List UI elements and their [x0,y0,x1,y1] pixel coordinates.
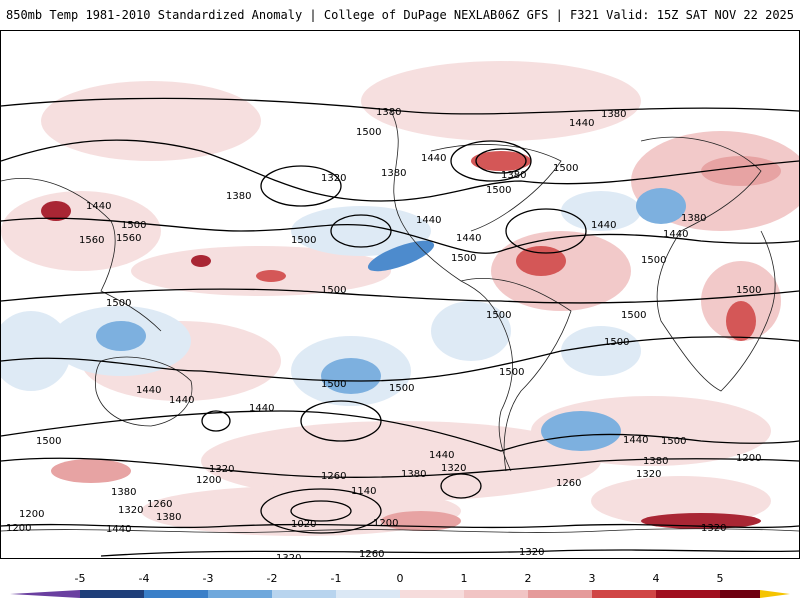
contour-label: 1380 [226,191,251,202]
contour-label: 1200 [196,475,221,486]
anomaly-colorbar: -5 -4 -3 -2 -1 0 1 2 3 4 5 [0,572,800,600]
contour-label: 1440 [86,201,111,212]
contour-label: 1380 [401,469,426,480]
contour-label: 1260 [359,549,384,558]
colorbar-tick-label: 4 [652,572,660,585]
contour-label: 1320 [321,173,346,184]
model-run-info: 06Z GFS | F321 Valid: 15Z SAT NOV 22 202… [497,8,794,22]
contour-label: 1500 [106,298,131,309]
contour-label: 1320 [701,523,726,534]
contour-label: 1440 [169,395,194,406]
contour-label: 1500 [356,127,381,138]
contour-label: 1320 [441,463,466,474]
contour-label: 1500 [486,310,511,321]
colorbar-tick-label: -2 [266,572,278,585]
contour-label: 1200 [736,453,761,464]
contour-label: 1500 [121,220,146,231]
contour-label: 1200 [6,523,31,534]
colorbar-tick-label: 1 [460,572,468,585]
contour-label: 1440 [416,215,441,226]
contour-label: 1200 [373,518,398,529]
contour-label: 1500 [486,185,511,196]
contour-label: 1140 [351,486,376,497]
map-canvas: 1380 1380 1440 1500 1440 1320 1380 1380 … [1,31,799,558]
colorbar-tick-label: 0 [396,572,404,585]
height-contours [1,97,799,557]
colorbar-tick-label: -5 [74,572,86,585]
contour-label: 1500 [553,163,578,174]
contour-label: 1500 [641,255,666,266]
header: 850mb Temp 1981-2010 Standardized Anomal… [0,0,800,30]
contour-label: 1500 [321,379,346,390]
contour-label: 1380 [501,170,526,181]
contour-label: 1440 [663,229,688,240]
contour-label: 1320 [519,547,544,558]
contour-label: 1440 [456,233,481,244]
colorbar-tick-label: -4 [138,572,150,585]
contour-label: 1560 [116,233,141,244]
anomaly-shading [1,31,799,558]
contour-label: 1500 [321,285,346,296]
contour-label: 1440 [591,220,616,231]
contour-label: 1380 [681,213,706,224]
contour-label: 1260 [556,478,581,489]
contour-label: 1260 [147,499,172,510]
colorbar-tick-label: 2 [524,572,532,585]
contour-label: 1380 [381,168,406,179]
contour-label: 1440 [106,524,131,535]
contour-label: 1380 [156,512,181,523]
contour-labels: 1380 1380 1440 1500 1440 1320 1380 1380 … [6,107,761,558]
contour-label: 1200 [19,509,44,520]
contour-label: 1380 [643,456,668,467]
colorbar-tick-label: -3 [202,572,214,585]
contour-label: 1380 [111,487,136,498]
contour-label: 1500 [499,367,524,378]
map-title: 850mb Temp 1981-2010 Standardized Anomal… [6,8,498,22]
colorbar-tick-label: 5 [716,572,724,585]
contour-label: 1020 [291,519,316,530]
contour-label: 1500 [604,337,629,348]
contour-label: 1320 [276,553,301,558]
contour-label: 1260 [321,471,346,482]
contour-label: 1500 [36,436,61,447]
contour-label: 1500 [451,253,476,264]
contour-label: 1560 [79,235,104,246]
contour-label: 1380 [601,109,626,120]
contour-label: 1440 [569,118,594,129]
contour-label: 1500 [291,235,316,246]
contour-label: 1320 [209,464,234,475]
contour-label: 1440 [421,153,446,164]
contour-label: 1500 [621,310,646,321]
contour-label: 1500 [736,285,761,296]
contour-label: 1380 [376,107,401,118]
contour-label: 1440 [136,385,161,396]
contour-label: 1440 [623,435,648,446]
colorbar-tick-label: 3 [588,572,596,585]
contour-label: 1440 [429,450,454,461]
colorbar-tick-label: -1 [330,572,342,585]
contour-label: 1320 [118,505,143,516]
contour-label: 1320 [636,469,661,480]
contour-label: 1500 [661,436,686,447]
contour-label: 1440 [249,403,274,414]
contour-label: 1500 [389,383,414,394]
colorbar-strip [10,590,790,598]
map-panel[interactable]: 1380 1380 1440 1500 1440 1320 1380 1380 … [0,30,800,559]
